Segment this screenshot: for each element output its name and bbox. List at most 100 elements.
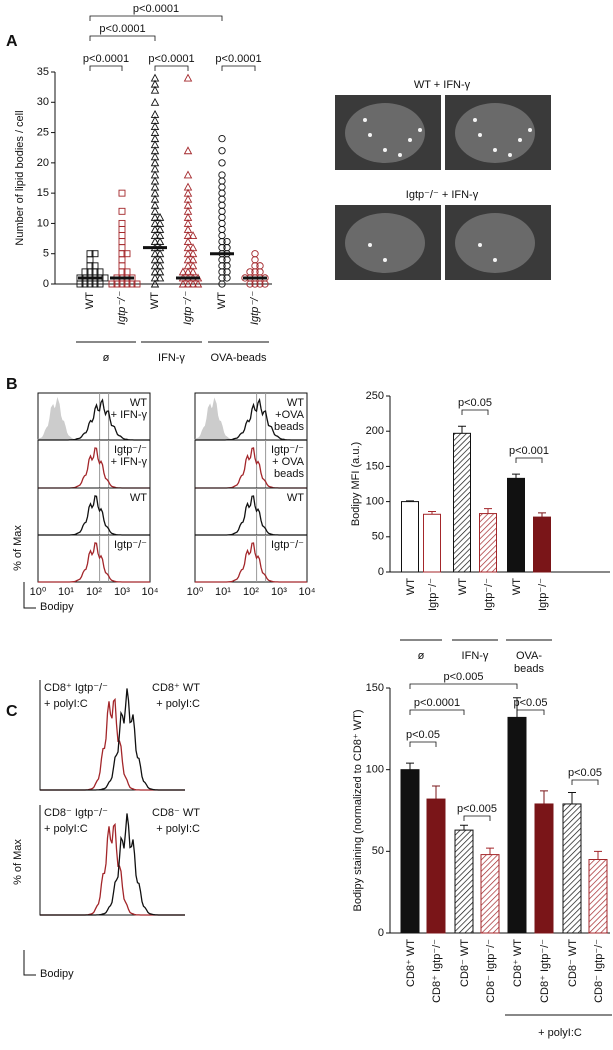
x-tick-label: 10³ <box>114 586 130 598</box>
significance-bracket <box>154 65 189 71</box>
category-label: WT <box>457 578 469 595</box>
histogram-label: Igtp⁻/⁻ <box>114 444 147 456</box>
point <box>155 212 165 221</box>
category-label: Igtp⁻/⁻ <box>483 578 495 611</box>
histogram-label: beads <box>274 421 304 433</box>
point <box>150 109 160 118</box>
significance-bracket <box>409 741 437 747</box>
point <box>246 268 254 276</box>
y-tick-label: 35 <box>37 66 49 78</box>
histogram-label: CD8⁺ WT <box>152 682 200 694</box>
y-axis-label: % of Max <box>12 839 24 885</box>
y-tick-label: 150 <box>366 460 384 472</box>
lipid-body <box>418 128 422 132</box>
point <box>123 250 131 258</box>
histogram <box>195 542 307 583</box>
significance-bracket <box>89 15 223 21</box>
y-tick-label: 150 <box>366 682 384 694</box>
point <box>155 249 165 258</box>
bar <box>534 803 554 934</box>
histogram-label: WT <box>287 492 304 504</box>
point <box>96 268 104 276</box>
x-tick-label: 10² <box>86 586 102 598</box>
category-label: WT <box>405 578 417 595</box>
significance-bracket <box>516 709 545 715</box>
point <box>155 231 165 239</box>
point <box>223 237 231 246</box>
point <box>150 158 160 167</box>
point <box>188 261 198 270</box>
error-bar <box>486 847 494 855</box>
point <box>183 249 193 258</box>
panel-label: C <box>6 703 18 720</box>
lipid-body <box>493 148 497 152</box>
bar <box>479 513 497 573</box>
histogram-label: WT <box>130 492 147 504</box>
point <box>150 249 160 258</box>
group-label: IFN-γ <box>158 352 185 364</box>
point <box>218 171 226 179</box>
point <box>183 255 193 264</box>
point <box>218 225 226 234</box>
axis-arrow <box>23 582 36 609</box>
category-label: CD8⁺ WT <box>512 939 524 987</box>
x-tick-label: 10⁰ <box>187 586 204 598</box>
point <box>150 140 160 149</box>
p-value: p<0.0001 <box>148 53 194 65</box>
bar <box>454 829 474 934</box>
point <box>155 218 165 227</box>
point <box>155 225 165 233</box>
x-tick-label: 10⁰ <box>30 586 47 598</box>
x-tick-label: 10¹ <box>215 586 231 598</box>
category-label: Igtp⁻/⁻ <box>537 578 549 611</box>
point <box>193 279 203 288</box>
bar <box>401 501 419 573</box>
error-bar <box>406 500 414 502</box>
cell <box>455 103 535 163</box>
y-tick-label: 25 <box>37 126 49 138</box>
point <box>188 231 198 239</box>
point <box>150 212 160 221</box>
point <box>150 134 160 143</box>
point <box>118 189 126 197</box>
group-label: OVA- <box>516 650 542 662</box>
x-tick-label: 10⁴ <box>299 586 316 598</box>
y-tick-label: 0 <box>378 566 384 578</box>
point <box>155 261 165 270</box>
point <box>118 244 126 252</box>
point <box>183 225 193 233</box>
point <box>183 206 193 215</box>
point <box>251 250 259 258</box>
point <box>150 128 160 137</box>
histogram-label: CD8⁺ Igtp⁻/⁻ <box>44 682 108 694</box>
point <box>183 237 193 246</box>
histogram <box>40 688 185 791</box>
lipid-body <box>478 133 482 137</box>
y-axis-label: Number of lipid bodies / cell <box>14 110 26 245</box>
histogram-label: WT <box>130 397 147 409</box>
category-label: WT <box>84 292 96 309</box>
p-value: p<0.05 <box>406 729 440 741</box>
group-label: OVA-beads <box>210 352 267 364</box>
error-bar <box>540 790 548 804</box>
histogram-label: +OVA <box>275 409 305 421</box>
x-axis-label: Bodipy <box>40 968 74 980</box>
significance-bracket <box>571 779 599 785</box>
bar <box>426 798 446 934</box>
p-value: p<0.05 <box>568 767 602 779</box>
y-tick-label: 100 <box>366 764 384 776</box>
point <box>155 267 165 276</box>
point <box>183 212 193 221</box>
error-bar <box>512 473 520 479</box>
point <box>183 200 193 209</box>
y-tick-label: 250 <box>366 390 384 402</box>
bar <box>453 432 471 573</box>
point <box>150 218 160 227</box>
p-value: p<0.0001 <box>215 53 261 65</box>
lipid-body <box>368 133 372 137</box>
bar <box>588 859 608 934</box>
point <box>150 164 160 173</box>
histogram-label: + polyI:C <box>44 823 88 835</box>
group-label: beads <box>514 663 544 675</box>
x-axis-label: Bodipy <box>40 601 74 613</box>
